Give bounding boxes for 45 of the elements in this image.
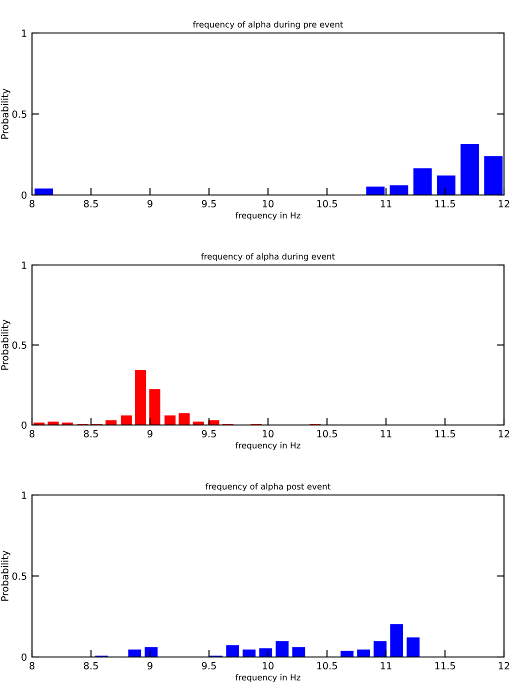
y-tick-label: 1 — [22, 30, 26, 37]
chart-title: frequency of alpha during pre event — [192, 21, 344, 30]
x-tick-label: 11.5 — [435, 200, 455, 208]
x-tick-label: 11 — [380, 200, 392, 208]
x-tick-label: 12 — [498, 430, 510, 438]
x-tick-label: 8.5 — [84, 430, 98, 438]
chart-title: frequency of alpha during event — [201, 253, 335, 262]
x-tick-label: 10.5 — [317, 200, 337, 208]
y-tick-label: 0 — [22, 191, 26, 199]
y-tick-label: 0.5 — [12, 110, 26, 118]
x-tick-label: 9.5 — [202, 430, 216, 438]
y-tick-label: 0 — [22, 653, 26, 661]
x-tick-label: 11.5 — [435, 662, 455, 670]
y-axis-title: Probability — [0, 550, 10, 601]
x-tick-label: 9 — [148, 662, 152, 670]
x-tick-label: 9.5 — [202, 662, 216, 670]
x-tick-label: 8.5 — [84, 200, 98, 208]
x-tick-label: 10.5 — [317, 662, 337, 670]
x-tick-label: 8 — [30, 200, 34, 208]
y-tick-label: 0.5 — [12, 572, 26, 580]
x-tick-label: 9.5 — [202, 200, 216, 208]
x-tick-label: 10 — [262, 662, 274, 670]
x-tick-label: 10.5 — [317, 430, 337, 438]
x-tick-label: 11.5 — [435, 430, 455, 438]
x-axis-title: frequency in Hz — [236, 212, 300, 220]
x-tick-label: 12 — [498, 662, 510, 670]
y-axis-title: Probability — [0, 320, 10, 370]
x-axis-title: frequency in Hz — [236, 674, 300, 682]
y-tick-label: 0.5 — [12, 341, 26, 349]
chart-title: frequency of alpha post event — [206, 483, 330, 492]
x-tick-label: 8 — [30, 430, 34, 438]
x-tick-label: 9 — [148, 200, 152, 208]
x-tick-label: 8.5 — [84, 662, 98, 670]
y-axis-title: Probability — [0, 88, 10, 139]
x-axis-title: frequency in Hz — [236, 442, 300, 450]
y-tick-label: 1 — [22, 262, 26, 269]
x-tick-label: 8 — [30, 662, 34, 670]
x-tick-label: 10 — [262, 200, 274, 208]
x-tick-label: 9 — [148, 430, 152, 438]
x-tick-label: 11 — [380, 662, 392, 670]
x-tick-label: 11 — [380, 430, 392, 438]
x-tick-label: 12 — [498, 200, 510, 208]
x-tick-label: 10 — [262, 430, 274, 438]
y-tick-label: 1 — [22, 492, 26, 499]
y-tick-label: 0 — [22, 421, 26, 429]
